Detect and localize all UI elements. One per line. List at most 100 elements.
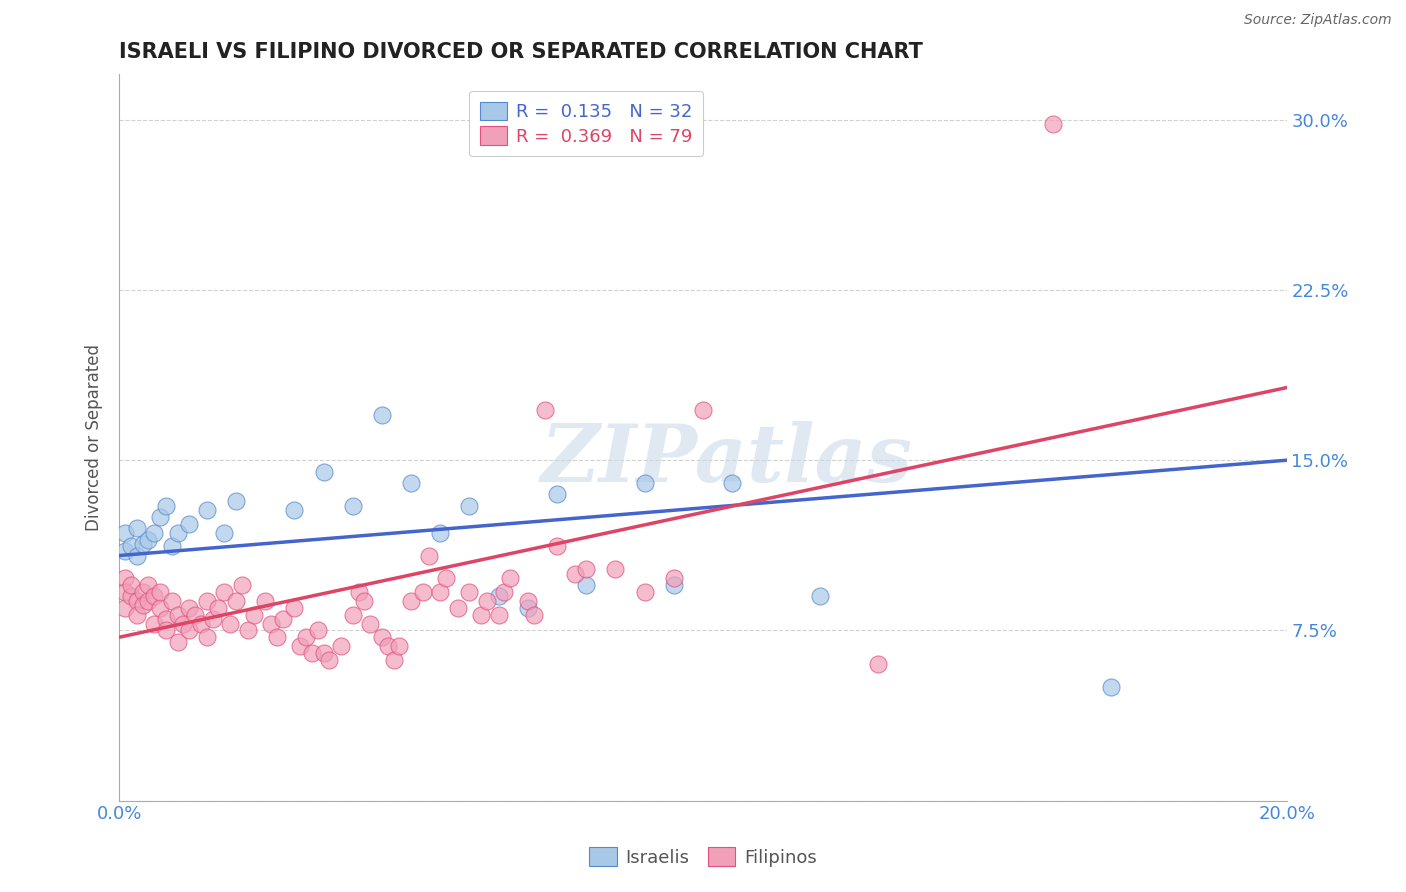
Point [692, 403, 714, 417]
Point [494, 584, 516, 599]
Point [283, 600, 305, 615]
Point [271, 612, 294, 626]
Point [214, 525, 236, 540]
Point [131, 599, 153, 613]
Point [1042, 117, 1064, 131]
Point [166, 607, 188, 622]
Point [470, 607, 492, 622]
Point [312, 465, 335, 479]
Point [330, 640, 353, 654]
Legend: Israelis, Filipinos: Israelis, Filipinos [582, 840, 824, 874]
Point [149, 510, 172, 524]
Point [523, 607, 546, 622]
Point [125, 594, 148, 608]
Point [499, 571, 522, 585]
Point [808, 590, 831, 604]
Point [219, 616, 242, 631]
Y-axis label: Divorced or Separated: Divorced or Separated [86, 344, 103, 531]
Point [214, 584, 236, 599]
Point [318, 653, 340, 667]
Point [114, 600, 136, 615]
Point [225, 494, 247, 508]
Point [301, 646, 323, 660]
Point [429, 525, 451, 540]
Point [418, 549, 440, 563]
Point [488, 590, 510, 604]
Point [160, 540, 183, 554]
Point [382, 653, 405, 667]
Point [295, 630, 318, 644]
Point [155, 612, 177, 626]
Point [359, 616, 381, 631]
Point [125, 607, 148, 622]
Point [371, 630, 394, 644]
Point [458, 584, 481, 599]
Point [307, 624, 329, 638]
Point [254, 594, 277, 608]
Point [149, 600, 172, 615]
Point [447, 600, 470, 615]
Point [353, 594, 375, 608]
Text: ISRAELI VS FILIPINO DIVORCED OR SEPARATED CORRELATION CHART: ISRAELI VS FILIPINO DIVORCED OR SEPARATE… [120, 42, 924, 62]
Point [138, 578, 160, 592]
Point [120, 578, 142, 592]
Point [377, 640, 399, 654]
Point [371, 408, 394, 422]
Point [155, 499, 177, 513]
Point [312, 646, 335, 660]
Point [207, 600, 229, 615]
Text: ZIPatlas: ZIPatlas [540, 420, 912, 498]
Point [138, 594, 160, 608]
Point [866, 657, 889, 672]
Point [131, 537, 153, 551]
Point [633, 475, 655, 490]
Point [429, 584, 451, 599]
Point [166, 634, 188, 648]
Point [231, 578, 253, 592]
Point [172, 616, 194, 631]
Point [114, 525, 136, 540]
Legend: R =  0.135   N = 32, R =  0.369   N = 79: R = 0.135 N = 32, R = 0.369 N = 79 [470, 91, 703, 156]
Point [195, 594, 218, 608]
Point [434, 571, 457, 585]
Point [575, 562, 598, 576]
Point [399, 594, 422, 608]
Point [412, 584, 434, 599]
Point [195, 503, 218, 517]
Point [143, 525, 166, 540]
Point [458, 499, 481, 513]
Point [516, 594, 538, 608]
Point [195, 630, 218, 644]
Point [125, 521, 148, 535]
Text: Source: ZipAtlas.com: Source: ZipAtlas.com [1244, 13, 1392, 28]
Point [143, 590, 166, 604]
Point [190, 616, 212, 631]
Point [388, 640, 411, 654]
Point [266, 630, 288, 644]
Point [662, 571, 685, 585]
Point [662, 578, 685, 592]
Point [290, 640, 312, 654]
Point [149, 584, 172, 599]
Point [125, 549, 148, 563]
Point [179, 600, 201, 615]
Point [475, 594, 498, 608]
Point [242, 607, 264, 622]
Point [201, 612, 224, 626]
Point [236, 624, 259, 638]
Point [347, 584, 370, 599]
Point [633, 584, 655, 599]
Point [179, 624, 201, 638]
Point [283, 503, 305, 517]
Point [114, 571, 136, 585]
Point [225, 594, 247, 608]
Point [564, 566, 586, 581]
Point [605, 562, 627, 576]
Point [534, 403, 557, 417]
Point [114, 544, 136, 558]
Point [120, 540, 142, 554]
Point [143, 616, 166, 631]
Point [160, 594, 183, 608]
Point [342, 607, 364, 622]
Point [488, 607, 510, 622]
